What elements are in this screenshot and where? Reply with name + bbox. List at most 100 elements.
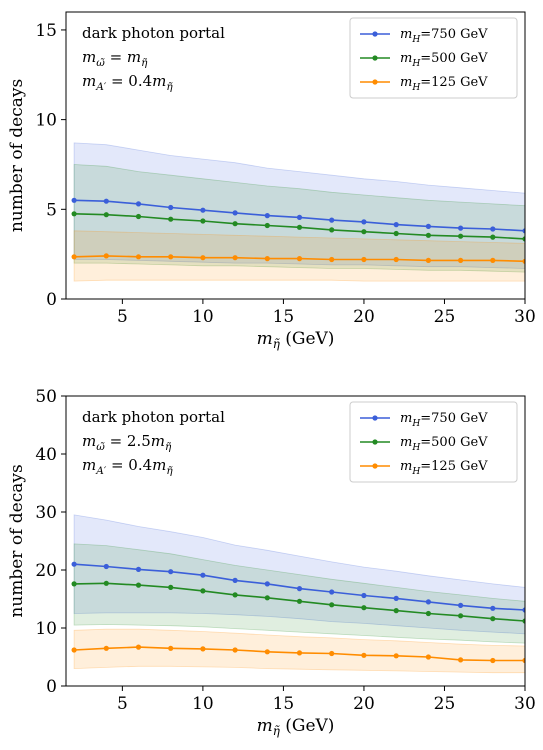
data-point [361, 652, 367, 658]
legend-box [349, 401, 518, 483]
data-point [393, 595, 399, 602]
data-point [264, 213, 270, 219]
x-tick-label: 15 [273, 307, 295, 327]
series-1 [71, 197, 525, 234]
data-point [490, 657, 496, 664]
legend-marker [372, 463, 378, 469]
y-tick-label: 0 [46, 290, 57, 310]
data-point [458, 257, 464, 263]
chart-panel-2: 5 10 15 20 25 30 0 10 20 30 40 50 mη̃ (GeV) number of… [7, 387, 536, 738]
band-3 [73, 230, 525, 282]
y-tick-label: 50 [35, 387, 57, 407]
data-point [393, 653, 399, 659]
y-tick-label: 40 [35, 445, 57, 465]
data-point [329, 256, 335, 263]
plot-frame [65, 395, 526, 687]
data-point [393, 256, 399, 263]
x-tick-label: 10 [192, 694, 214, 714]
data-point [296, 650, 303, 656]
data-point [393, 222, 399, 228]
annotation-title: dark photon portal [82, 24, 225, 42]
series-3 [71, 253, 525, 264]
legend: mH=750 GeV mH=500 GeV mH=125 GeV [349, 17, 518, 99]
series-1 [71, 561, 525, 613]
data-point [522, 618, 525, 624]
annotation: mA′ = 0.4mη̃ [82, 72, 173, 93]
data-point [490, 257, 496, 263]
data-point [135, 566, 142, 573]
data-point [458, 233, 464, 239]
annotation: mω̃ = mη̃ [82, 48, 148, 69]
data-point [135, 213, 142, 220]
data-point [458, 613, 464, 619]
data-point [168, 584, 174, 591]
data-point [393, 230, 399, 237]
data-point [103, 580, 109, 586]
data-point [200, 572, 206, 578]
data-point [522, 657, 525, 664]
data-point [522, 607, 525, 613]
series-3 [71, 644, 525, 664]
data-point [361, 229, 367, 235]
data-point [103, 645, 109, 651]
data-point [200, 207, 206, 213]
data-point [361, 256, 367, 263]
data-point [425, 654, 431, 660]
legend: mH=750 GeV mH=500 GeV mH=125 GeV [349, 401, 518, 483]
x-tick-label: 5 [117, 694, 128, 714]
data-point [264, 595, 270, 601]
data-point [329, 227, 335, 233]
data-point [490, 605, 496, 611]
data-point [522, 228, 525, 234]
legend-box [349, 17, 518, 99]
y-tick-label: 0 [46, 677, 57, 697]
data-point [103, 563, 109, 570]
legend-item: mH=750 GeV [360, 27, 488, 45]
x-axis-label: mη̃ (GeV) [257, 716, 335, 738]
y-tick-label: 5 [46, 200, 57, 220]
legend-item: mH=500 GeV [360, 435, 488, 453]
data-point [361, 592, 367, 599]
data-point [264, 256, 270, 262]
band-1 [73, 142, 525, 269]
data-point [458, 602, 464, 609]
data-point [296, 586, 303, 592]
data-point [71, 254, 77, 260]
data-point [232, 577, 238, 584]
data-point [425, 599, 431, 605]
x-tick-label: 25 [434, 307, 456, 327]
series-2 [71, 211, 525, 242]
legend-label: mH=750 GeV [400, 411, 488, 429]
y-tick-label: 20 [35, 561, 57, 581]
data-point [168, 254, 174, 260]
legend-item: mH=125 GeV [360, 75, 488, 93]
data-point [458, 225, 464, 231]
legend-item: mH=500 GeV [360, 51, 488, 69]
y-axis-label: number of decays [7, 464, 27, 617]
x-tick-label: 15 [273, 694, 295, 714]
series-2 [71, 580, 525, 624]
data-point [71, 647, 77, 653]
data-point [71, 561, 77, 567]
data-point [490, 234, 496, 240]
data-point [296, 598, 303, 604]
legend-marker [372, 439, 378, 445]
data-point [522, 258, 525, 264]
x-tick-label: 30 [514, 694, 536, 714]
annotation-title: dark photon portal [82, 408, 225, 426]
data-point [296, 256, 303, 262]
legend-marker [372, 79, 378, 85]
data-point [135, 644, 142, 650]
legend-marker [372, 415, 378, 421]
annotation: mω̃ = 2.5mη̃ [82, 432, 172, 453]
x-tick-label: 30 [514, 307, 536, 327]
data-point [522, 236, 525, 242]
legend-label: mH=500 GeV [400, 51, 488, 69]
data-point [425, 232, 431, 238]
y-tick-label: 15 [35, 21, 57, 41]
data-point [200, 588, 206, 594]
x-axis-label: mη̃ (GeV) [257, 329, 335, 351]
y-tick-label: 30 [35, 503, 57, 523]
data-point [490, 226, 496, 232]
